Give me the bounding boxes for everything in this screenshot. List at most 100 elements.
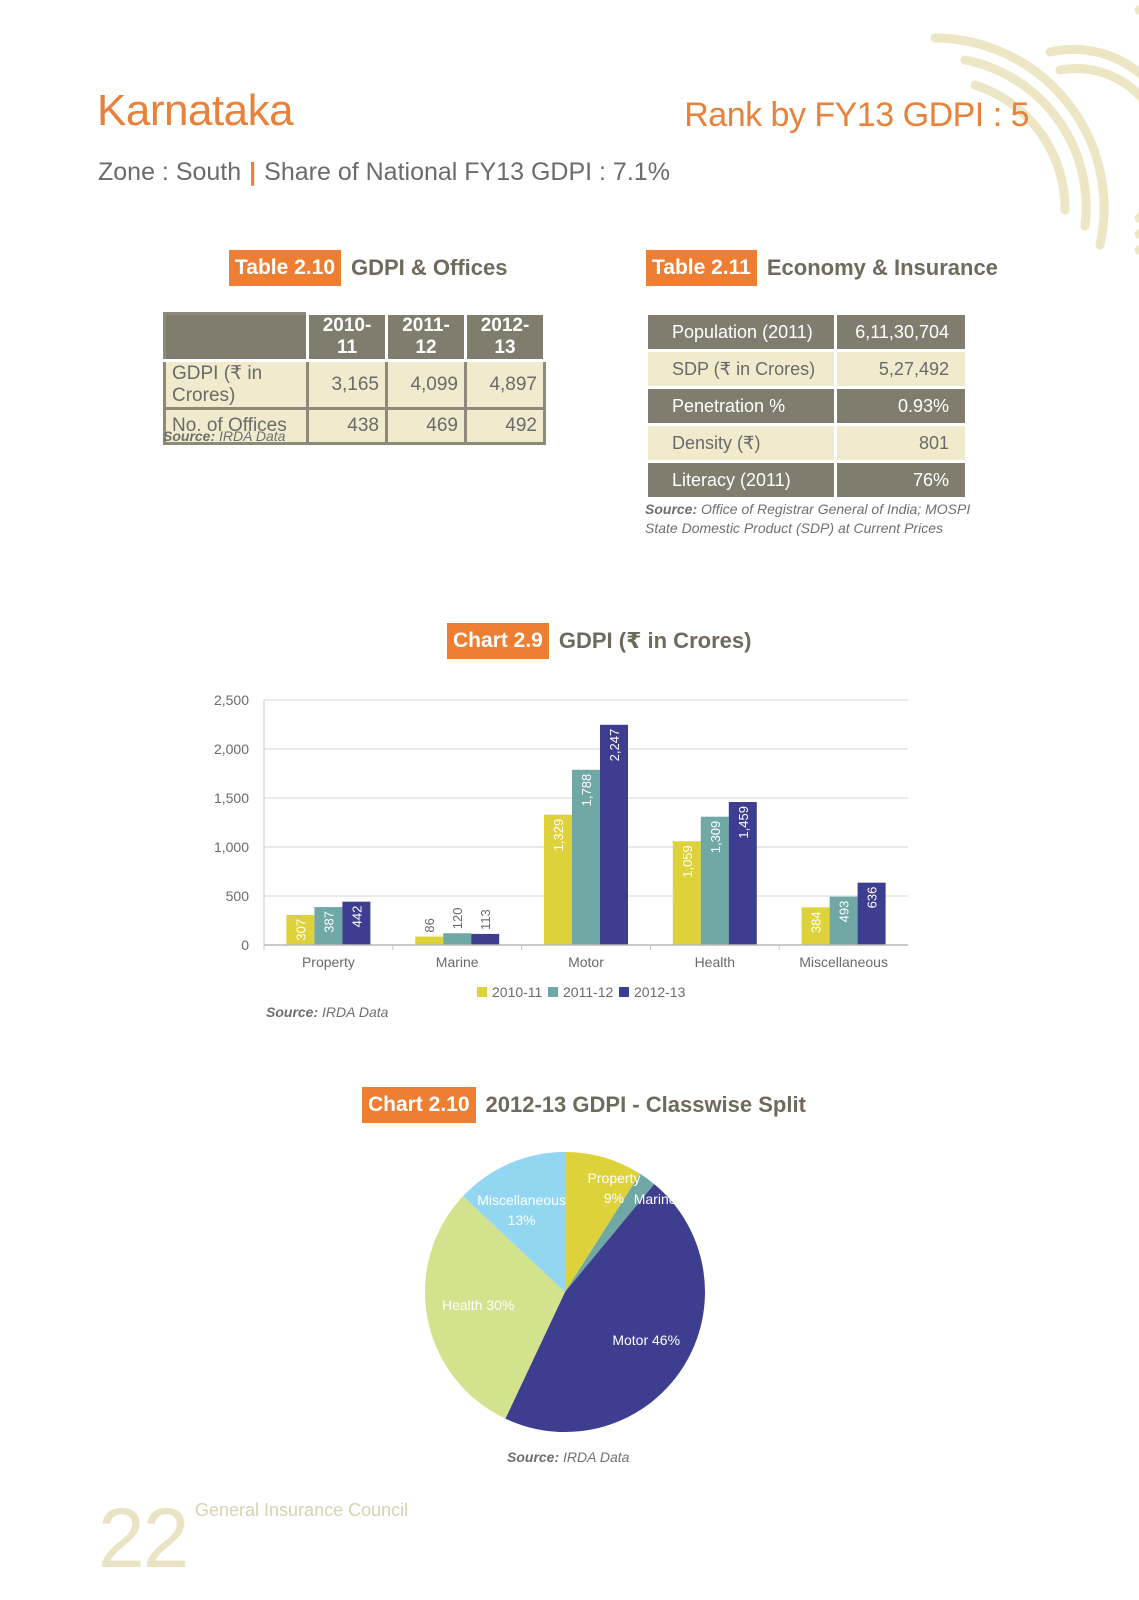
chart1-tag: Chart 2.9 [447,623,549,659]
bar-data-label: 1,329 [551,819,566,852]
pie-slice-name: Marine [634,1191,681,1207]
pie-slice-pct: 13% [508,1212,536,1228]
chart1-source: Source: IRDA Data [266,1004,388,1020]
bar-data-label: 442 [349,906,364,928]
cell: 4,897 [464,359,546,410]
table-row: SDP (₹ in Crores) 5,27,492 [645,349,968,389]
bar-data-label: 120 [450,908,465,930]
y-tick-label: 500 [226,888,250,904]
state-title: Karnataka [97,86,294,135]
table1-source: Source: IRDA Data [163,428,285,444]
source-label: Source: [266,1004,319,1020]
bar [471,933,500,945]
y-tick-label: 1,000 [214,839,249,855]
classwise-pie-chart: Property 9% Marine 2% Motor 46% Health 30% Mi… [424,1152,706,1432]
bar [342,901,371,945]
table2-tag: Table 2.11 [646,250,757,286]
bar [728,802,757,945]
table1-corner [163,312,309,362]
y-tick-label: 0 [241,937,249,953]
pie-slice-pct: 9% [604,1190,624,1206]
row-label: No. of Offices [163,407,309,445]
cell: 492 [464,407,546,445]
x-category-label: Property [302,954,355,970]
row-label: GDPI (₹ in Crores) [163,359,309,410]
source-text: IRDA Data [219,428,286,444]
table1-caption: Table 2.10 GDPI & Offices [229,250,507,286]
rank-label: Rank by FY13 GDPI : 5 [684,96,1029,134]
row-label: Penetration % [645,386,837,426]
table2-source: Source: Office of Registrar General of I… [645,500,970,538]
table-row: Literacy (2011) 76% [645,460,968,500]
pie-slice [505,1184,706,1432]
pie-slice [424,1196,565,1419]
pie-slice [565,1173,655,1292]
bar [286,914,315,945]
cell: 6,11,30,704 [834,312,968,352]
cell: 3,165 [306,359,388,410]
table1-col-header: 2011-12 [385,312,467,362]
pie-slice-pct: 30% [486,1297,514,1313]
table-row: No. of Offices 438 469 492 [163,407,546,445]
cell: 438 [306,407,388,445]
pie-slice [462,1152,565,1292]
legend-label: 2011-12 [563,984,614,1000]
bar [672,841,701,945]
bar [600,724,628,945]
bar [801,907,830,945]
bar-data-label: 307 [293,919,308,941]
legend-label: 2010-11 [492,984,543,1000]
chart2-caption: Chart 2.10 2012-13 GDPI - Classwise Spli… [362,1087,806,1123]
row-label: SDP (₹ in Crores) [645,349,837,389]
gdpi-offices-table: 2010-11 2011-12 2012-13 GDPI (₹ in Crore… [163,312,546,445]
economy-insurance-table: Population (2011) 6,11,30,704 SDP (₹ in … [645,312,968,500]
x-category-label: Miscellaneous [799,954,888,970]
table1-title: GDPI & Offices [351,255,508,280]
pie-slice [565,1152,641,1292]
source-text-line2: State Domestic Product (SDP) at Current … [645,520,943,536]
bar [415,936,444,945]
bar-data-label: 1,309 [708,821,723,854]
pie-slice-name: Motor [612,1332,652,1348]
table-row: Population (2011) 6,11,30,704 [645,312,968,352]
bar [544,814,572,945]
legend-swatch [619,987,629,997]
bar [857,882,886,945]
bar-data-label: 86 [422,918,437,932]
source-text: Office of Registrar General of India; MO… [701,501,971,517]
table-row: GDPI (₹ in Crores) 3,165 4,099 4,897 [163,359,546,410]
pie-slice-name: Health [442,1297,486,1313]
y-tick-label: 2,000 [214,741,249,757]
row-label: Density (₹) [645,423,837,463]
row-label: Population (2011) [645,312,837,352]
decorative-arcs [930,5,1139,255]
bar-data-label: 113 [478,909,493,930]
pie-slice-pct: 46% [652,1332,680,1348]
bar [572,769,600,945]
cell: 469 [385,407,467,445]
y-tick-label: 2,500 [214,692,249,708]
chart2-source: Source: IRDA Data [507,1449,629,1465]
source-label: Source: [163,428,216,444]
bar-data-label: 1,059 [680,845,695,878]
zone-label: Zone : South [98,158,242,186]
separator: | [249,158,257,186]
chart2-tag: Chart 2.10 [362,1087,476,1123]
chart1-caption: Chart 2.9 GDPI (₹ in Crores) [447,623,751,659]
cell: 0.93% [834,386,968,426]
y-tick-label: 1,500 [214,790,249,806]
table2-caption: Table 2.11 Economy & Insurance [646,250,998,286]
cell: 76% [834,460,968,500]
cell: 5,27,492 [834,349,968,389]
pie-slice-label: Miscellaneous [477,1192,566,1208]
row-label: Literacy (2011) [645,460,837,500]
pie-slice-pct: 2% [680,1191,700,1207]
bar [443,933,472,945]
x-category-label: Motor [568,954,604,970]
table-row: Penetration % 0.93% [645,386,968,426]
bar [314,907,343,945]
x-category-label: Health [695,954,735,970]
source-label: Source: [645,501,698,517]
cell: 801 [834,423,968,463]
bar [829,896,858,945]
